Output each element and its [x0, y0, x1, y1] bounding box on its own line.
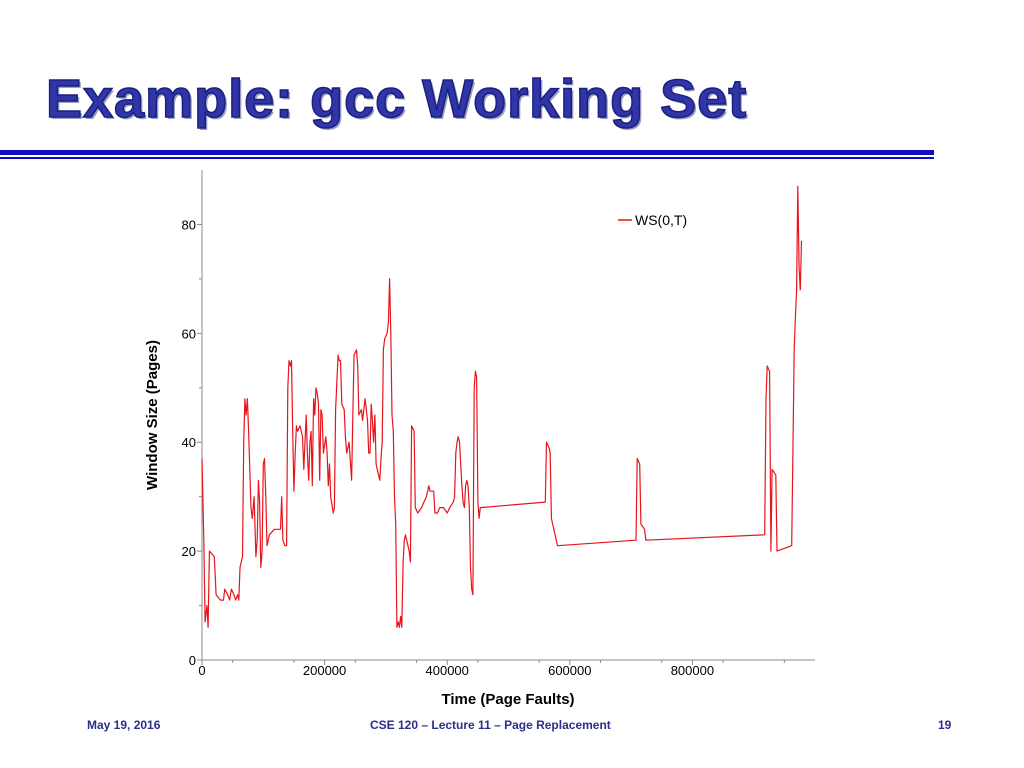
x-tick-label: 800000 — [671, 663, 714, 678]
x-tick-label: 200000 — [303, 663, 346, 678]
y-tick-label: 60 — [182, 326, 196, 341]
footer-course: CSE 120 – Lecture 11 – Page Replacement — [370, 718, 611, 732]
chart-legend: WS(0,T) — [618, 212, 687, 228]
title-underline-thin — [0, 157, 934, 159]
y-tick-label: 80 — [182, 217, 196, 232]
chart-series — [201, 185, 803, 628]
x-tick-label: 600000 — [548, 663, 591, 678]
page-number: 19 — [938, 718, 952, 732]
chart-axes — [201, 170, 815, 661]
chart-ticks: 0 200000 400000 600000 800000 0 20 40 60 80 — [182, 217, 785, 678]
title-underline — [0, 150, 934, 155]
series-line — [201, 185, 803, 628]
y-tick-label: 0 — [189, 653, 196, 668]
x-tick-label: 400000 — [426, 663, 469, 678]
x-tick-label: 0 — [198, 663, 205, 678]
y-tick-label: 40 — [182, 435, 196, 450]
slide-title: Example: gcc Working Set — [45, 68, 748, 130]
y-axis-label: Window Size (Pages) — [144, 340, 161, 490]
footer-date: May 19, 2016 — [87, 718, 161, 732]
x-axis-label: Time (Page Faults) — [441, 691, 574, 708]
y-tick-label: 20 — [182, 544, 196, 559]
legend-label: WS(0,T) — [635, 212, 687, 228]
